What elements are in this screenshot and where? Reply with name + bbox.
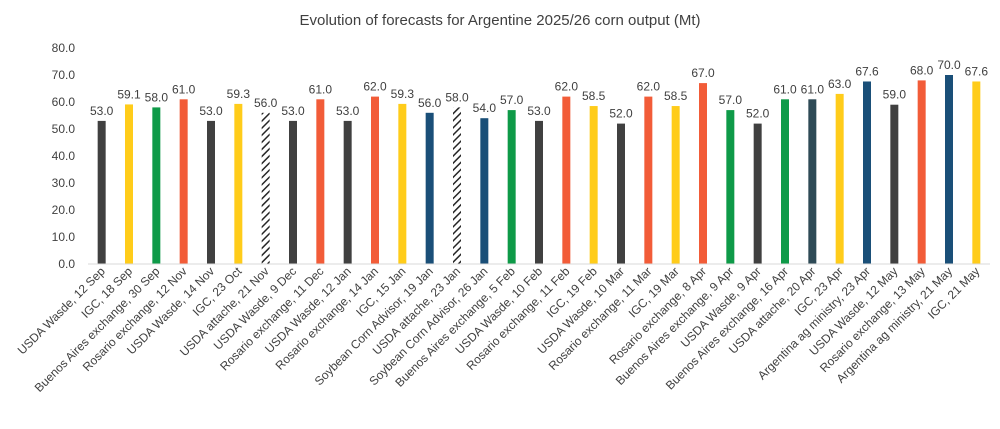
data-label: 59.0: [883, 88, 907, 102]
bar: [453, 107, 461, 265]
bar: [234, 103, 243, 264]
bar: [179, 99, 188, 264]
bar: [97, 120, 106, 265]
bar: [835, 93, 844, 265]
y-tick-label: 50.0: [52, 122, 76, 136]
data-label: 62.0: [363, 80, 387, 94]
bar: [917, 80, 926, 265]
data-label: 53.0: [281, 104, 305, 118]
bar: [398, 103, 407, 264]
data-label: 61.0: [773, 82, 797, 96]
data-label: 57.0: [719, 93, 743, 107]
data-label: 58.5: [582, 89, 606, 103]
bar: [316, 99, 325, 264]
data-label: 59.1: [117, 87, 141, 101]
bar: [480, 118, 489, 264]
data-label: 70.0: [937, 58, 961, 72]
bar: [945, 75, 953, 264]
y-tick-label: 10.0: [52, 230, 76, 244]
bar: [890, 104, 899, 264]
data-label: 62.0: [637, 80, 661, 94]
bar: [808, 99, 817, 264]
data-label: 59.3: [227, 87, 251, 101]
bar: [781, 99, 789, 264]
bar: [699, 83, 707, 264]
bar: [863, 81, 871, 264]
bar: [507, 110, 516, 264]
bar: [343, 120, 352, 265]
data-label: 68.0: [910, 63, 934, 77]
data-labels: 53.059.1 58.061.053.059.356.053.061.053.0…: [90, 58, 988, 121]
data-label: 58.0: [145, 90, 169, 104]
y-tick-label: 20.0: [52, 203, 76, 217]
data-label: 67.0: [691, 66, 715, 80]
data-label: 53.0: [90, 104, 114, 118]
data-label: 58.0: [445, 90, 469, 104]
bar: [425, 112, 434, 264]
data-label: 53.0: [199, 104, 223, 118]
data-label: 63.0: [828, 77, 852, 91]
bar: [562, 96, 571, 264]
y-tick-label: 40.0: [52, 149, 76, 163]
chart-title: Evolution of forecasts for Argentine 202…: [299, 12, 700, 29]
data-label: 61.0: [172, 82, 196, 96]
bar: [125, 104, 133, 265]
bar: [535, 120, 543, 265]
data-label: 58.5: [664, 89, 688, 103]
data-label: 52.0: [609, 107, 633, 121]
y-axis: 0.0 10.0 20.0 30.0 40.0 50.0 60.0 70.0 80.0: [52, 41, 76, 271]
data-label: 61.0: [309, 82, 333, 96]
data-label: 53.0: [336, 104, 360, 118]
bar: [753, 123, 762, 264]
bar-series: [97, 75, 981, 265]
y-tick-label: 30.0: [52, 176, 76, 190]
bar: [289, 120, 297, 265]
y-tick-label: 60.0: [52, 95, 76, 109]
data-label: 61.0: [801, 82, 825, 96]
bar: [261, 112, 270, 264]
bar: [371, 96, 379, 264]
bar: [972, 81, 981, 264]
y-tick-label: 0.0: [58, 257, 75, 271]
data-label: 56.0: [254, 96, 278, 110]
data-label: 67.6: [965, 64, 989, 78]
bar: [152, 107, 161, 265]
bar: [726, 110, 735, 264]
bar: [589, 106, 598, 264]
data-label: 62.0: [555, 80, 579, 94]
y-tick-label: 70.0: [52, 68, 76, 82]
bar: [617, 123, 625, 264]
data-label: 57.0: [500, 93, 524, 107]
bar: [644, 96, 653, 264]
data-label: 53.0: [527, 104, 551, 118]
data-label: 52.0: [746, 107, 770, 121]
y-tick-label: 80.0: [52, 41, 76, 55]
bar: [671, 106, 680, 264]
data-label: 67.6: [855, 64, 879, 78]
data-label: 54.0: [473, 101, 497, 115]
bar: [207, 120, 215, 265]
data-label: 56.0: [418, 96, 442, 110]
data-label: 59.3: [391, 87, 415, 101]
